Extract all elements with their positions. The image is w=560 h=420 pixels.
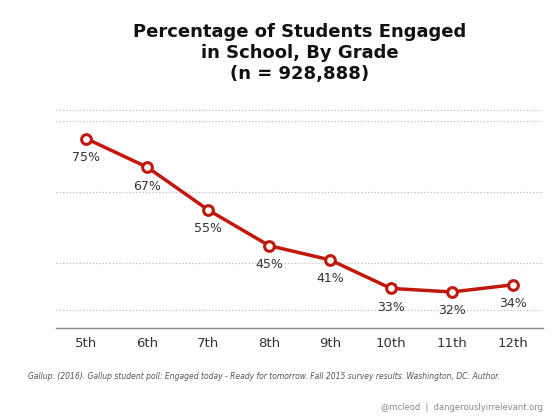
Text: Gallup. (2016). Gallup student poll: Engaged today - Ready for tomorrow. Fall 20: Gallup. (2016). Gallup student poll: Eng… (28, 372, 500, 381)
Text: 67%: 67% (133, 180, 161, 193)
Text: 41%: 41% (316, 272, 344, 285)
Text: 55%: 55% (194, 223, 222, 236)
Text: 33%: 33% (377, 301, 405, 314)
Text: 32%: 32% (438, 304, 466, 318)
Text: 34%: 34% (499, 297, 526, 310)
Text: 45%: 45% (255, 258, 283, 271)
Text: 75%: 75% (72, 151, 100, 164)
Title: Percentage of Students Engaged
in School, By Grade
(n = 928,888): Percentage of Students Engaged in School… (133, 23, 466, 82)
Text: @mcleod  |  dangerouslyirrelevant.org: @mcleod | dangerouslyirrelevant.org (381, 403, 543, 412)
